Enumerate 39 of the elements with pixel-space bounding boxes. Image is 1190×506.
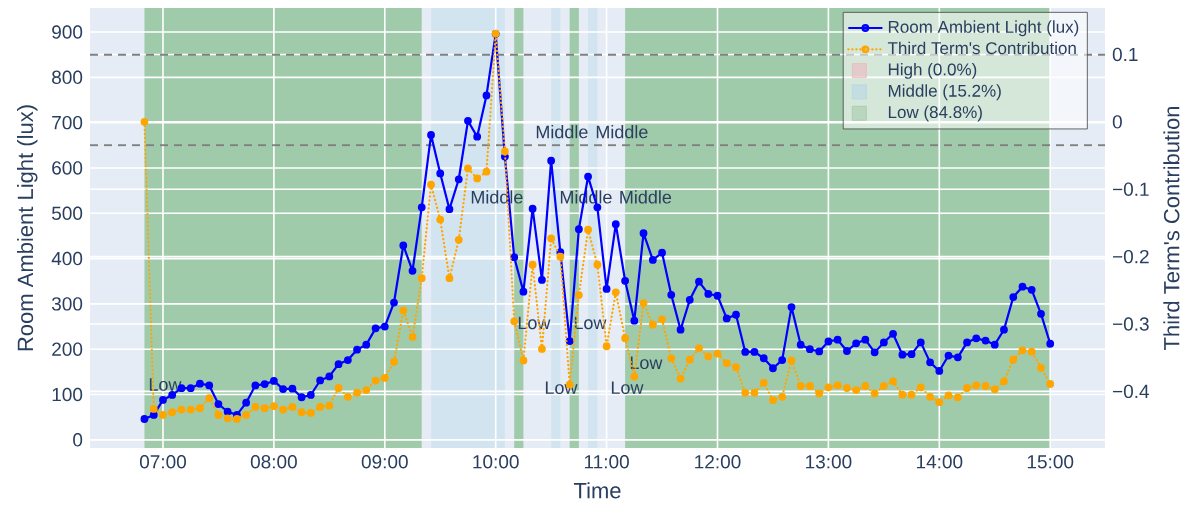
y2-tick-label: 0 — [1112, 115, 1122, 129]
annotation: Middle — [620, 190, 672, 204]
y2-axis-title: Third Term's Contribution — [1163, 106, 1180, 351]
y-tick-label: 500 — [51, 206, 83, 220]
x-tick-label: 09:00 — [361, 455, 408, 469]
y-axis-title: Room Ambient Light (lux) — [17, 105, 38, 351]
x-axis-title: Time — [573, 482, 621, 499]
y-tick-label: 200 — [52, 342, 83, 356]
legend-label: Low (84.8%) — [888, 105, 982, 122]
y-tick-label: 600 — [52, 161, 83, 175]
legend-label: Middle (15.2%) — [888, 84, 1001, 101]
annotation: Low — [518, 316, 551, 330]
x-tick-label: 07:00 — [139, 455, 186, 469]
y2-tick-label: −0.3 — [1113, 317, 1149, 331]
x-tick-label: 14:00 — [916, 455, 963, 469]
x-tick-label: 12:00 — [695, 455, 741, 469]
y2-tick-label: −0.2 — [1113, 249, 1149, 264]
x-tick-label: 13:00 — [806, 455, 852, 469]
legend-label: High (0.0%) — [888, 62, 977, 79]
legend-label: Room Ambient Light (lux) — [888, 20, 1079, 37]
x-tick-label: 08:00 — [250, 455, 297, 469]
annotation: Low — [611, 381, 644, 395]
y-tick-label: 800 — [52, 70, 83, 85]
y-tick-label: 100 — [52, 387, 83, 402]
x-tick-label: 10:00 — [473, 455, 519, 469]
x-tick-label: 11:00 — [584, 455, 629, 469]
y-tick-label: 700 — [52, 115, 83, 130]
annotation: Middle — [536, 125, 588, 139]
annotation: Low — [574, 316, 607, 330]
y-tick-label: 400 — [51, 251, 83, 266]
y-tick-label: 900 — [52, 25, 83, 39]
annotation: Middle — [596, 125, 648, 139]
y2-tick-label: 0.1 — [1112, 47, 1138, 62]
y2-tick-label: −0.1 — [1113, 182, 1149, 196]
y2-tick-label: −0.4 — [1113, 384, 1150, 399]
x-tick-label: 15:00 — [1027, 455, 1074, 469]
y-tick-label: 0 — [73, 433, 83, 447]
legend-label: Third Term's Contribution — [887, 41, 1076, 55]
y-tick-label: 300 — [51, 297, 83, 311]
